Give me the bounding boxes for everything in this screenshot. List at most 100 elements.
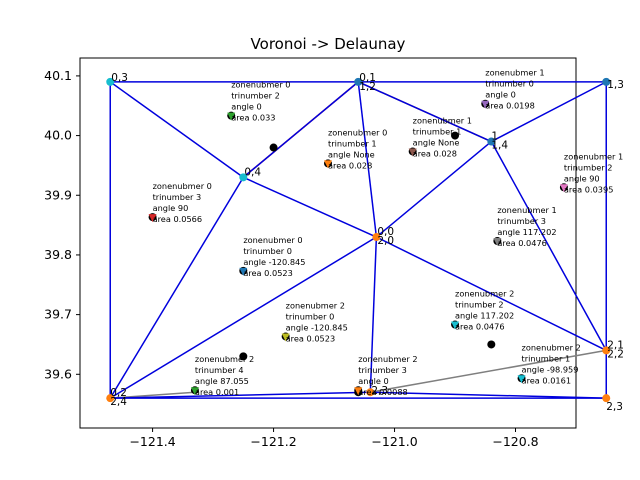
annotation-7-line-3: area 0.0523 <box>243 268 293 278</box>
centroid-point-3 <box>487 340 496 349</box>
triangle-marker-5 <box>148 214 157 223</box>
annotation-0-line-2: angle 0 <box>231 102 262 112</box>
annotation-3-line-1: trinumber 1 <box>328 138 377 148</box>
vertex-label-5-0: 0,0 <box>377 226 394 238</box>
y-tick-label-0: 39.6 <box>44 366 72 381</box>
annotation-8-line-3: area 0.0523 <box>286 333 336 343</box>
delaunay-edge-17 <box>110 391 371 399</box>
triangle-marker-7 <box>239 267 248 276</box>
annotation-4-line-3: area 0.0395 <box>564 184 614 194</box>
annotation-2-line-0: zonenubmer 1 <box>413 115 472 125</box>
triangle-marker-11 <box>190 387 199 396</box>
vertex-points <box>106 77 611 403</box>
vertex-labels: 0,3 0,11,2 1,3 11,4 0,4 0,02,0 2,12,2 0,22,4 2,3… <box>110 72 624 413</box>
annotation-3-line-0: zonenubmer 0 <box>328 127 387 137</box>
annotation-4-line-1: trinumber 2 <box>564 162 613 172</box>
triangle-marker-2 <box>408 148 417 157</box>
delaunay-edge-14 <box>369 237 378 393</box>
vertex-label-4-0: 0,4 <box>244 166 261 178</box>
vertex-label-7-1: 2,4 <box>110 396 127 408</box>
triangle-marker-9 <box>451 321 460 330</box>
delaunay-edge-18 <box>370 391 607 399</box>
triangle-marker-1 <box>481 100 490 109</box>
delaunay-edge-7 <box>490 81 607 143</box>
delaunay-edge-5 <box>357 81 378 238</box>
annotation-9-line-0: zonenubmer 2 <box>455 289 514 299</box>
vertex-label-2-0: 1,3 <box>607 79 624 91</box>
vertex-label-3-1: 1,4 <box>491 140 508 152</box>
delaunay-edge-10 <box>490 141 607 351</box>
delaunay-edge-11 <box>243 176 377 238</box>
annotation-5-line-3: area 0.0566 <box>153 214 203 224</box>
annotation-8-line-0: zonenubmer 2 <box>286 300 345 310</box>
vertex-point-0 <box>106 77 115 86</box>
annotation-2-line-2: angle None <box>413 137 460 147</box>
y-axis: 39.6 39.7 39.8 39.9 40.0 40.1 <box>44 68 80 381</box>
annotation-12-line-2: angle 0 <box>358 376 389 386</box>
vertex-label-3-0: 1 <box>491 131 498 143</box>
triangle-markers <box>148 99 568 396</box>
annotation-3-line-2: angle None <box>328 149 375 159</box>
vertex-label-7-0: 0,2 <box>110 387 127 399</box>
triangle-marker-8 <box>281 333 290 342</box>
centroid-point-0 <box>269 143 278 152</box>
vertex-label-5-1: 2,0 <box>377 235 394 247</box>
annotation-0-line-3: area 0.033 <box>231 113 275 123</box>
x-tick-label-3: −120.8 <box>492 434 538 449</box>
annotation-2-line-1: trinumber 1 <box>413 126 462 136</box>
vertex-point-5 <box>372 233 381 242</box>
vertex-point-1 <box>354 77 363 86</box>
annotation-6-line-0: zonenubmer 1 <box>497 205 556 215</box>
vertex-label-6-1: 2,2 <box>607 348 624 360</box>
vertex-point-7 <box>106 394 115 403</box>
delaunay-edge-13 <box>109 236 377 399</box>
annotation-4-line-0: zonenubmer 1 <box>564 151 623 161</box>
y-tick-label-2: 39.8 <box>44 247 72 262</box>
vertex-point-6 <box>602 346 611 355</box>
annotation-10-line-1: trinumber 1 <box>522 353 571 363</box>
annotation-9-line-3: area 0.0476 <box>455 322 505 332</box>
annotation-4-line-2: angle 90 <box>564 173 600 183</box>
x-axis: −121.4 −121.2 −121.0 −120.8 <box>129 428 539 449</box>
vertex-point-4 <box>239 173 248 182</box>
y-tick-label-3: 39.9 <box>44 187 72 202</box>
annotation-6-line-3: area 0.0476 <box>497 238 547 248</box>
annotation-10-line-2: angle -98.959 <box>522 364 579 374</box>
vertex-label-1-1: 1,2 <box>359 81 376 93</box>
vertex-label-0-0: 0,3 <box>111 72 128 84</box>
annotation-6-line-2: angle 117.202 <box>497 227 556 237</box>
vertex-label-1-0: 0,1 <box>359 72 376 84</box>
x-tick-label-0: −121.4 <box>129 434 175 449</box>
y-tick-label-1: 39.7 <box>44 307 72 322</box>
vertex-label-8-0: 2,3 <box>371 385 388 397</box>
annotation-11-line-1: trinumber 4 <box>195 365 244 375</box>
annotation-5-line-1: trinumber 3 <box>153 192 202 202</box>
triangle-marker-0 <box>227 112 236 121</box>
vertex-point-9 <box>602 394 611 403</box>
delaunay-edge-9 <box>375 140 492 238</box>
annotation-2-line-3: area 0.028 <box>413 148 457 158</box>
annotation-7-line-0: zonenubmer 0 <box>243 235 302 245</box>
delaunay-edge-12 <box>109 176 244 399</box>
delaunay-edge-6 <box>357 81 492 143</box>
centroid-point-2 <box>239 352 248 361</box>
annotation-6-line-1: trinumber 3 <box>497 216 546 226</box>
annotation-11-line-3: area 0.001 <box>195 387 239 397</box>
vertex-point-8 <box>366 388 375 397</box>
triangle-marker-12 <box>354 387 363 396</box>
delaunay-edges <box>109 81 607 399</box>
y-tick-label-4: 40.0 <box>44 128 72 143</box>
annotation-5-line-0: zonenubmer 0 <box>153 181 212 191</box>
annotation-5-line-2: angle 90 <box>153 203 189 213</box>
annotation-12-line-3: area 0.0088 <box>358 387 408 397</box>
annotation-1-line-1: trinumber 0 <box>485 79 534 89</box>
annotation-12-line-1: trinumber 3 <box>358 365 407 375</box>
delaunay-edge-15 <box>376 236 607 352</box>
y-tick-label-5: 40.1 <box>44 68 72 83</box>
annotation-10-line-3: area 0.0161 <box>522 375 572 385</box>
annotation-1-line-2: angle 0 <box>485 90 516 100</box>
annotation-9-line-1: trinumber 2 <box>455 300 504 310</box>
annotation-9-line-2: angle 117.202 <box>455 311 514 321</box>
x-tick-label-1: −121.2 <box>250 434 296 449</box>
